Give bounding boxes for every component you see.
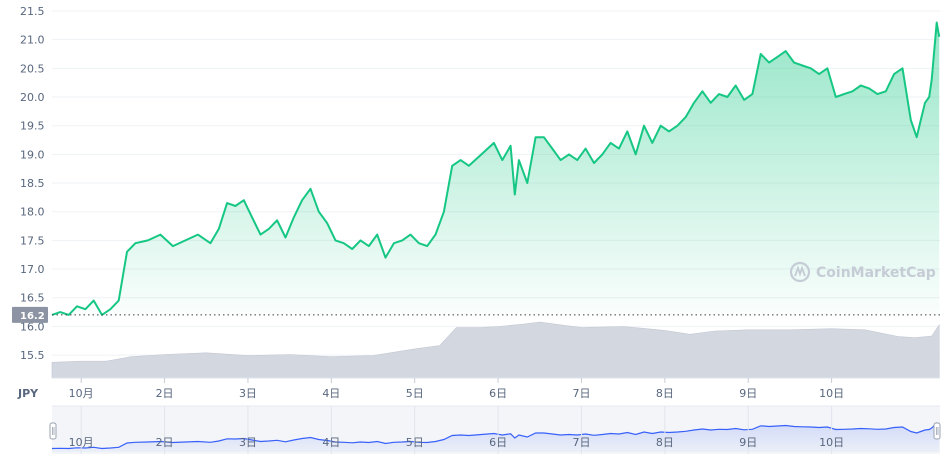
navigator-area-fill [52,423,940,452]
x-tick-label: 8日 [656,387,674,400]
navigator-line [51,422,940,450]
y-tick-label: 20.0 [20,91,45,104]
x-tick-label: 4日 [322,387,340,400]
y-tick-label: 18.5 [20,177,45,190]
navigator-tick-label: 10月 [69,436,94,449]
y-tick-label: 19.0 [20,148,45,161]
navigator-tick-label: 9日 [739,436,757,449]
baseline-value: 16.2 [20,311,45,322]
y-tick-label: 18.0 [20,206,45,219]
currency-label: JPY [17,387,39,400]
x-tick-label: 9日 [739,387,757,400]
y-tick-label: 21.0 [20,34,45,47]
x-tick-label: 6日 [489,387,507,400]
navigator-x-axis: 10月 2日 3日 4日 5日 6日 7日 8日 9日 10日 [69,406,844,454]
y-tick-label: 21.5 [20,5,45,18]
navigator-tick-label: 6日 [489,436,507,449]
y-tick-label: 20.5 [20,62,45,75]
y-axis: 15.5 16.0 16.5 17.0 17.5 18.0 18.5 19.0 19.5 20.0… [20,5,45,362]
x-tick-label: 10日 [819,387,844,400]
coinmarketcap-watermark: CoinMarketCap [789,261,936,283]
coinmarketcap-logo-icon [789,261,811,283]
coinmarketcap-logo-mark [794,265,806,277]
navigator-tick-label: 7日 [572,436,590,449]
navigator-left-handle[interactable] [49,422,57,440]
price-series [51,21,941,316]
volume-area [51,321,940,379]
price-area-fill [52,22,940,315]
range-navigator[interactable]: 10月 2日 3日 4日 5日 6日 7日 8日 9日 10日 [49,405,941,454]
watermark-text: CoinMarketCap [816,265,936,281]
navigator-tick-label: 3日 [239,436,257,449]
navigator-tick-label: 5日 [406,436,424,449]
navigator-tick-label: 8日 [656,436,674,449]
navigator-tick-label: 10日 [819,436,844,449]
x-axis: 10月 2日 3日 4日 5日 6日 7日 8日 9日 10日 [69,378,844,400]
navigator-series [51,422,940,452]
navigator-tick-label: 4日 [322,436,340,449]
y-tick-label: 16.5 [20,292,45,305]
y-tick-label: 17.0 [20,263,45,276]
y-tick-label: 15.5 [20,349,45,362]
navigator-right-handle[interactable] [933,422,941,440]
x-tick-label: 7日 [572,387,590,400]
x-tick-label: 3日 [239,387,257,400]
baseline-label: 16.2 [12,306,48,323]
y-tick-label: 19.5 [20,120,45,133]
price-line [51,21,941,316]
y-tick-label: 17.5 [20,234,45,247]
volume-area-shape [51,321,940,379]
x-tick-label: 10月 [69,387,94,400]
y-tick-label: 16.0 [20,320,45,333]
navigator-tick-label: 2日 [156,436,174,449]
x-tick-label: 5日 [406,387,424,400]
x-tick-label: 2日 [156,387,174,400]
